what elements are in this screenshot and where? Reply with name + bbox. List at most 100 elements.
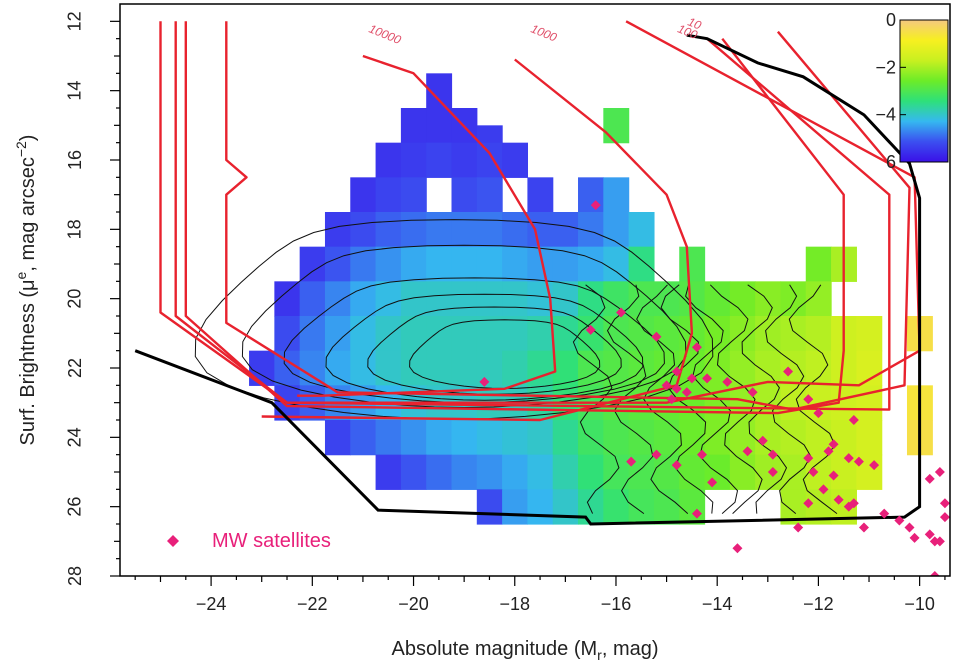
heatmap-cell [299,350,326,386]
heatmap-cell [426,108,453,144]
heatmap-cell [299,246,326,282]
heatmap-cell [603,350,630,386]
x-tick-label: −14 [702,594,733,614]
heatmap-cell [856,316,883,352]
mw-satellite-point [757,435,768,446]
mw-satellite-point [767,449,778,460]
heatmap-cell [350,420,377,456]
heatmap-cell [552,489,579,525]
density-contour [709,284,763,514]
heatmap-cell [400,212,427,248]
mw-satellite-point [858,522,869,533]
heatmap-cell [350,212,377,248]
mw-satellite-point [590,200,601,211]
red-contours [159,20,921,422]
heatmap-cell [527,212,554,248]
mw-satellite-point [939,498,950,509]
heatmap-cell [502,142,529,178]
y-axis: 12 14 16 18 20 22 24 26 28 [65,11,120,586]
mw-satellite-point [691,342,702,353]
heatmap-cell [578,177,604,213]
heatmap-cell [603,281,630,317]
heatmap-cell [603,177,630,213]
mw-satellite-point [671,460,682,471]
mw-satellite-point [747,387,758,398]
density-contour [788,284,838,514]
heatmap-cell [375,350,402,386]
heatmap-cell [527,281,554,317]
colorbar-tick-label: −2 [875,57,896,77]
mw-satellite-point [803,453,814,464]
heatmap-cell [350,350,377,386]
heatmap-cell [426,316,453,352]
y-tick-label: 18 [65,219,85,239]
heatmap-cell [502,350,529,386]
heatmap-cell [653,420,680,456]
heatmap-cell [426,246,453,282]
heatmap-cell [527,420,554,456]
heatmap-cell [578,281,604,317]
heatmap-cell [375,246,402,282]
heatmap-cell [527,454,554,490]
heatmap-cell [729,350,756,386]
mw-satellite-point [924,529,935,540]
mw-satellite-point [853,456,864,467]
mw-satellite-point [879,508,890,519]
mw-satellite-point [661,380,672,391]
heatmap-cell [400,350,427,386]
heatmap-cell [552,454,579,490]
heatmap-cell [375,316,402,352]
heatmap-cell [274,316,301,352]
heatmap-cell [375,142,402,178]
heatmap-cell [502,316,529,352]
mw-satellite-point [939,512,950,523]
heatmap-cell [324,212,351,248]
heatmap-cell [502,454,529,490]
heatmap-cell [375,454,402,490]
heatmap [249,73,933,525]
colorbar-scale [899,19,949,163]
x-tick-label: −16 [601,594,632,614]
heatmap-cell [476,489,503,525]
heatmap-cell [324,281,351,317]
colorbar: 0 −2 −4 6 [875,10,949,172]
heatmap-cell [451,142,478,178]
colorbar-tick-label: −4 [875,105,896,125]
heatmap-cell [502,281,529,317]
mw-satellite-point [909,532,920,543]
heatmap-cell [527,489,554,525]
heatmap-cell [603,489,630,525]
mw-satellite-point [929,536,940,547]
heatmap-cell [426,142,453,178]
heatmap-cell [805,246,832,282]
heatmap-cell [729,316,756,352]
heatmap-cell [400,246,427,282]
x-tick-label: −10 [904,594,935,614]
heatmap-cell [476,454,503,490]
heatmap-cell [400,420,427,456]
mw-satellite-point [803,498,814,509]
heatmap-cell [502,489,529,525]
plot-frame [119,3,951,577]
x-tick-label: −20 [398,594,429,614]
mw-satellite-point [869,460,880,471]
heatmap-cell [350,246,377,282]
heatmap-cell [704,420,731,456]
heatmap-cell [653,454,680,490]
red-contour-line [297,54,557,397]
heatmap-cell [451,281,478,317]
y-tick-label: 12 [65,11,85,31]
contour-label: 10000 [367,22,403,48]
heatmap-cell [426,454,453,490]
heatmap-cell [350,281,377,317]
heatmap-cell [578,489,604,525]
mw-satellite-point [651,331,662,342]
heatmap-cell [578,454,604,490]
heatmap-cell [552,350,579,386]
x-tick-label: −22 [297,594,328,614]
heatmap-cell [780,316,807,352]
heatmap-cell [375,212,402,248]
heatmap-cell [426,281,453,317]
mw-satellite-point [702,373,713,384]
heatmap-cell [628,316,655,352]
